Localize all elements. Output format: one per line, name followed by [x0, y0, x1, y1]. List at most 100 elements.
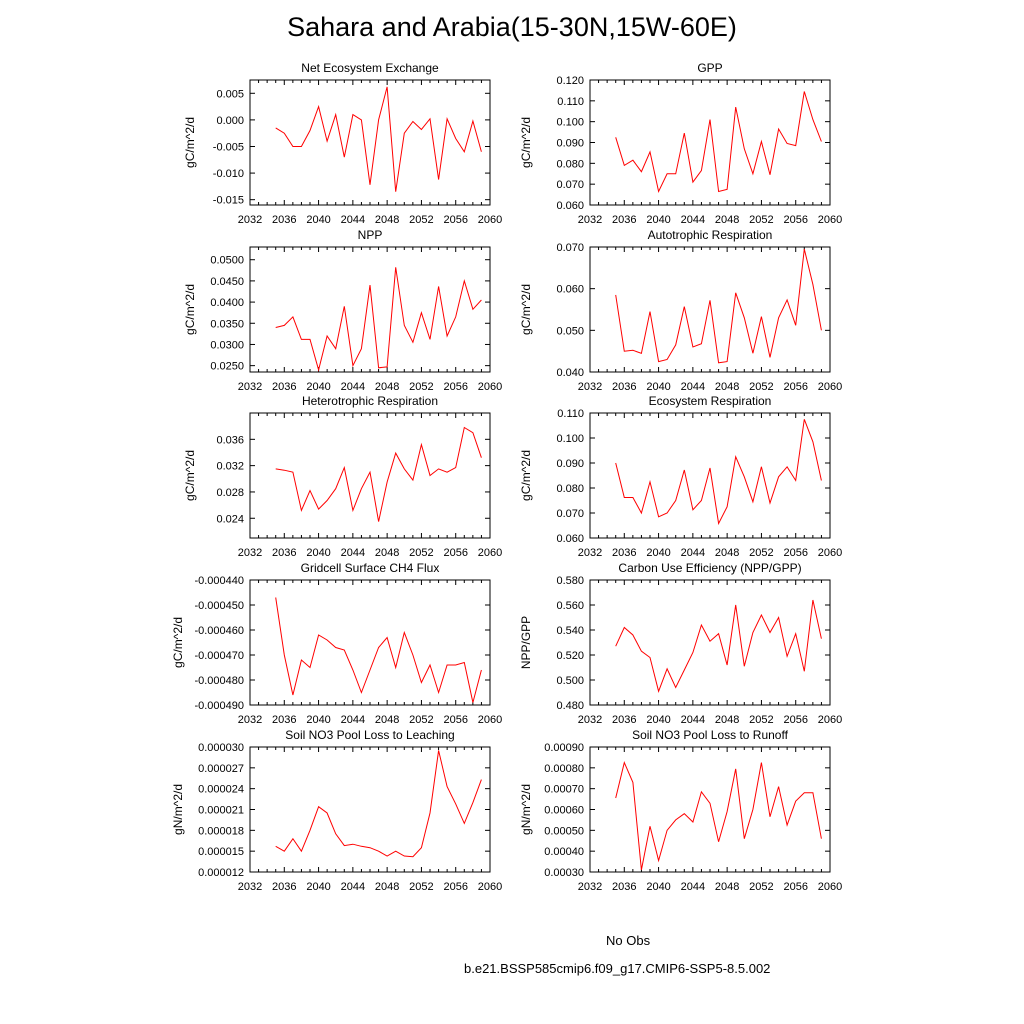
y-tick-label: 0.024 — [216, 513, 244, 525]
y-axis-label: gC/m^2/d — [519, 117, 533, 168]
plot-frame — [249, 579, 491, 706]
chart-panel: Carbon Use Efficiency (NPP/GPP) 2032 2036 2… — [519, 561, 842, 726]
x-tick-label: 2060 — [818, 881, 842, 893]
x-tick-label: 2060 — [478, 547, 502, 559]
y-tick-label: 0.110 — [557, 96, 584, 108]
y-tick-label: 0.00050 — [544, 825, 584, 837]
y-tick-label: 0.000027 — [198, 763, 244, 775]
y-tick-label: 0.090 — [556, 458, 584, 470]
y-tick-label: 0.000 — [216, 115, 244, 127]
x-tick-label: 2056 — [783, 381, 807, 393]
x-tick-label: 2056 — [443, 381, 467, 393]
y-tick-label: 0.000030 — [198, 742, 244, 754]
series-line — [275, 750, 482, 858]
plot-frame — [249, 412, 491, 539]
x-tick-label: 2032 — [578, 547, 602, 559]
x-tick-label: 2060 — [818, 381, 842, 393]
y-axis-label: gC/m^2/d — [519, 284, 533, 335]
x-tick-label: 2036 — [612, 881, 636, 893]
x-tick-label: 2032 — [578, 881, 602, 893]
y-tick-label: 0.0250 — [210, 361, 244, 373]
x-tick-label: 2060 — [818, 547, 842, 559]
x-tick-label: 2048 — [375, 547, 399, 559]
y-tick-label: -0.005 — [213, 141, 244, 153]
x-tick-label: 2052 — [409, 381, 433, 393]
y-tick-label: 0.120 — [556, 75, 584, 87]
series-line — [615, 599, 822, 693]
y-tick-label: 0.080 — [556, 158, 584, 170]
y-tick-label: 0.000015 — [198, 846, 244, 858]
chart-panel: GPP 2032 2036 2040 2044 2048 2052 2056 2060 0.060… — [519, 61, 842, 226]
x-tick-label: 2044 — [341, 381, 365, 393]
panel-title: Carbon Use Efficiency (NPP/GPP) — [618, 561, 801, 575]
plot-frame — [249, 246, 491, 373]
x-tick-label: 2040 — [646, 547, 670, 559]
y-axis-label: gC/m^2/d — [519, 450, 533, 501]
x-tick-label: 2060 — [478, 714, 502, 726]
y-tick-label: 0.560 — [556, 600, 584, 612]
x-tick-label: 2040 — [306, 714, 330, 726]
y-axis-label: gC/m^2/d — [183, 450, 197, 501]
series-line — [275, 426, 482, 522]
x-tick-label: 2040 — [306, 214, 330, 226]
x-tick-label: 2032 — [578, 381, 602, 393]
series-line — [615, 248, 822, 364]
series-line — [615, 91, 822, 194]
y-tick-label: 0.050 — [556, 325, 584, 337]
y-tick-label: -0.000470 — [194, 650, 244, 662]
x-tick-label: 2056 — [783, 547, 807, 559]
panel-title: Heterotrophic Respiration — [302, 394, 438, 408]
plot-frame — [589, 246, 831, 373]
plot-frame — [589, 579, 831, 706]
series-line — [615, 761, 822, 870]
y-tick-label: 0.110 — [557, 408, 584, 420]
figure-title: Sahara and Arabia(15-30N,15W-60E) — [287, 12, 737, 42]
x-tick-label: 2048 — [715, 881, 739, 893]
y-tick-label: 0.070 — [556, 508, 584, 520]
plot-frame — [249, 746, 491, 873]
chart-panel: Soil NO3 Pool Loss to Leaching 2032 2036 20… — [171, 728, 502, 893]
panel-title: Autotrophic Respiration — [648, 228, 773, 242]
panel-title: NPP — [358, 228, 383, 242]
x-tick-label: 2040 — [306, 381, 330, 393]
x-tick-label: 2048 — [375, 381, 399, 393]
x-tick-label: 2048 — [715, 381, 739, 393]
y-tick-label: 0.00070 — [544, 784, 584, 796]
y-axis-label: gC/m^2/d — [171, 617, 185, 668]
panel-title: Ecosystem Respiration — [649, 394, 772, 408]
y-tick-label: 0.00030 — [544, 867, 584, 879]
y-axis-label: gC/m^2/d — [183, 284, 197, 335]
y-tick-label: -0.015 — [213, 195, 244, 207]
series-line — [275, 597, 482, 703]
y-tick-label: 0.060 — [556, 200, 584, 212]
x-tick-label: 2044 — [341, 881, 365, 893]
y-tick-label: 0.500 — [556, 675, 584, 687]
y-tick-label: 0.000021 — [198, 805, 244, 817]
plot-frame — [249, 79, 491, 206]
y-tick-label: 0.070 — [556, 179, 584, 191]
x-tick-label: 2060 — [478, 214, 502, 226]
x-tick-label: 2056 — [783, 214, 807, 226]
y-tick-label: 0.060 — [556, 284, 584, 296]
y-tick-label: -0.010 — [213, 168, 244, 180]
y-tick-label: 0.520 — [556, 650, 584, 662]
x-tick-label: 2060 — [478, 381, 502, 393]
chart-panel: Heterotrophic Respiration 2032 2036 2040 204… — [183, 394, 502, 559]
x-tick-label: 2044 — [681, 547, 705, 559]
chart-panel: Ecosystem Respiration 2032 2036 2040 2044 204… — [519, 394, 842, 559]
x-tick-label: 2060 — [818, 214, 842, 226]
y-tick-label: 0.080 — [556, 483, 584, 495]
y-tick-label: 0.00090 — [544, 742, 584, 754]
plot-frame — [589, 412, 831, 539]
x-tick-label: 2032 — [238, 714, 262, 726]
x-tick-label: 2044 — [341, 714, 365, 726]
x-tick-label: 2048 — [715, 714, 739, 726]
y-tick-label: 0.060 — [556, 533, 584, 545]
x-tick-label: 2040 — [306, 881, 330, 893]
y-tick-label: 0.090 — [556, 138, 584, 150]
panel-title: GPP — [697, 61, 722, 75]
y-tick-label: 0.00080 — [544, 763, 584, 775]
x-tick-label: 2036 — [272, 381, 296, 393]
panel-title: Soil NO3 Pool Loss to Leaching — [285, 728, 454, 742]
